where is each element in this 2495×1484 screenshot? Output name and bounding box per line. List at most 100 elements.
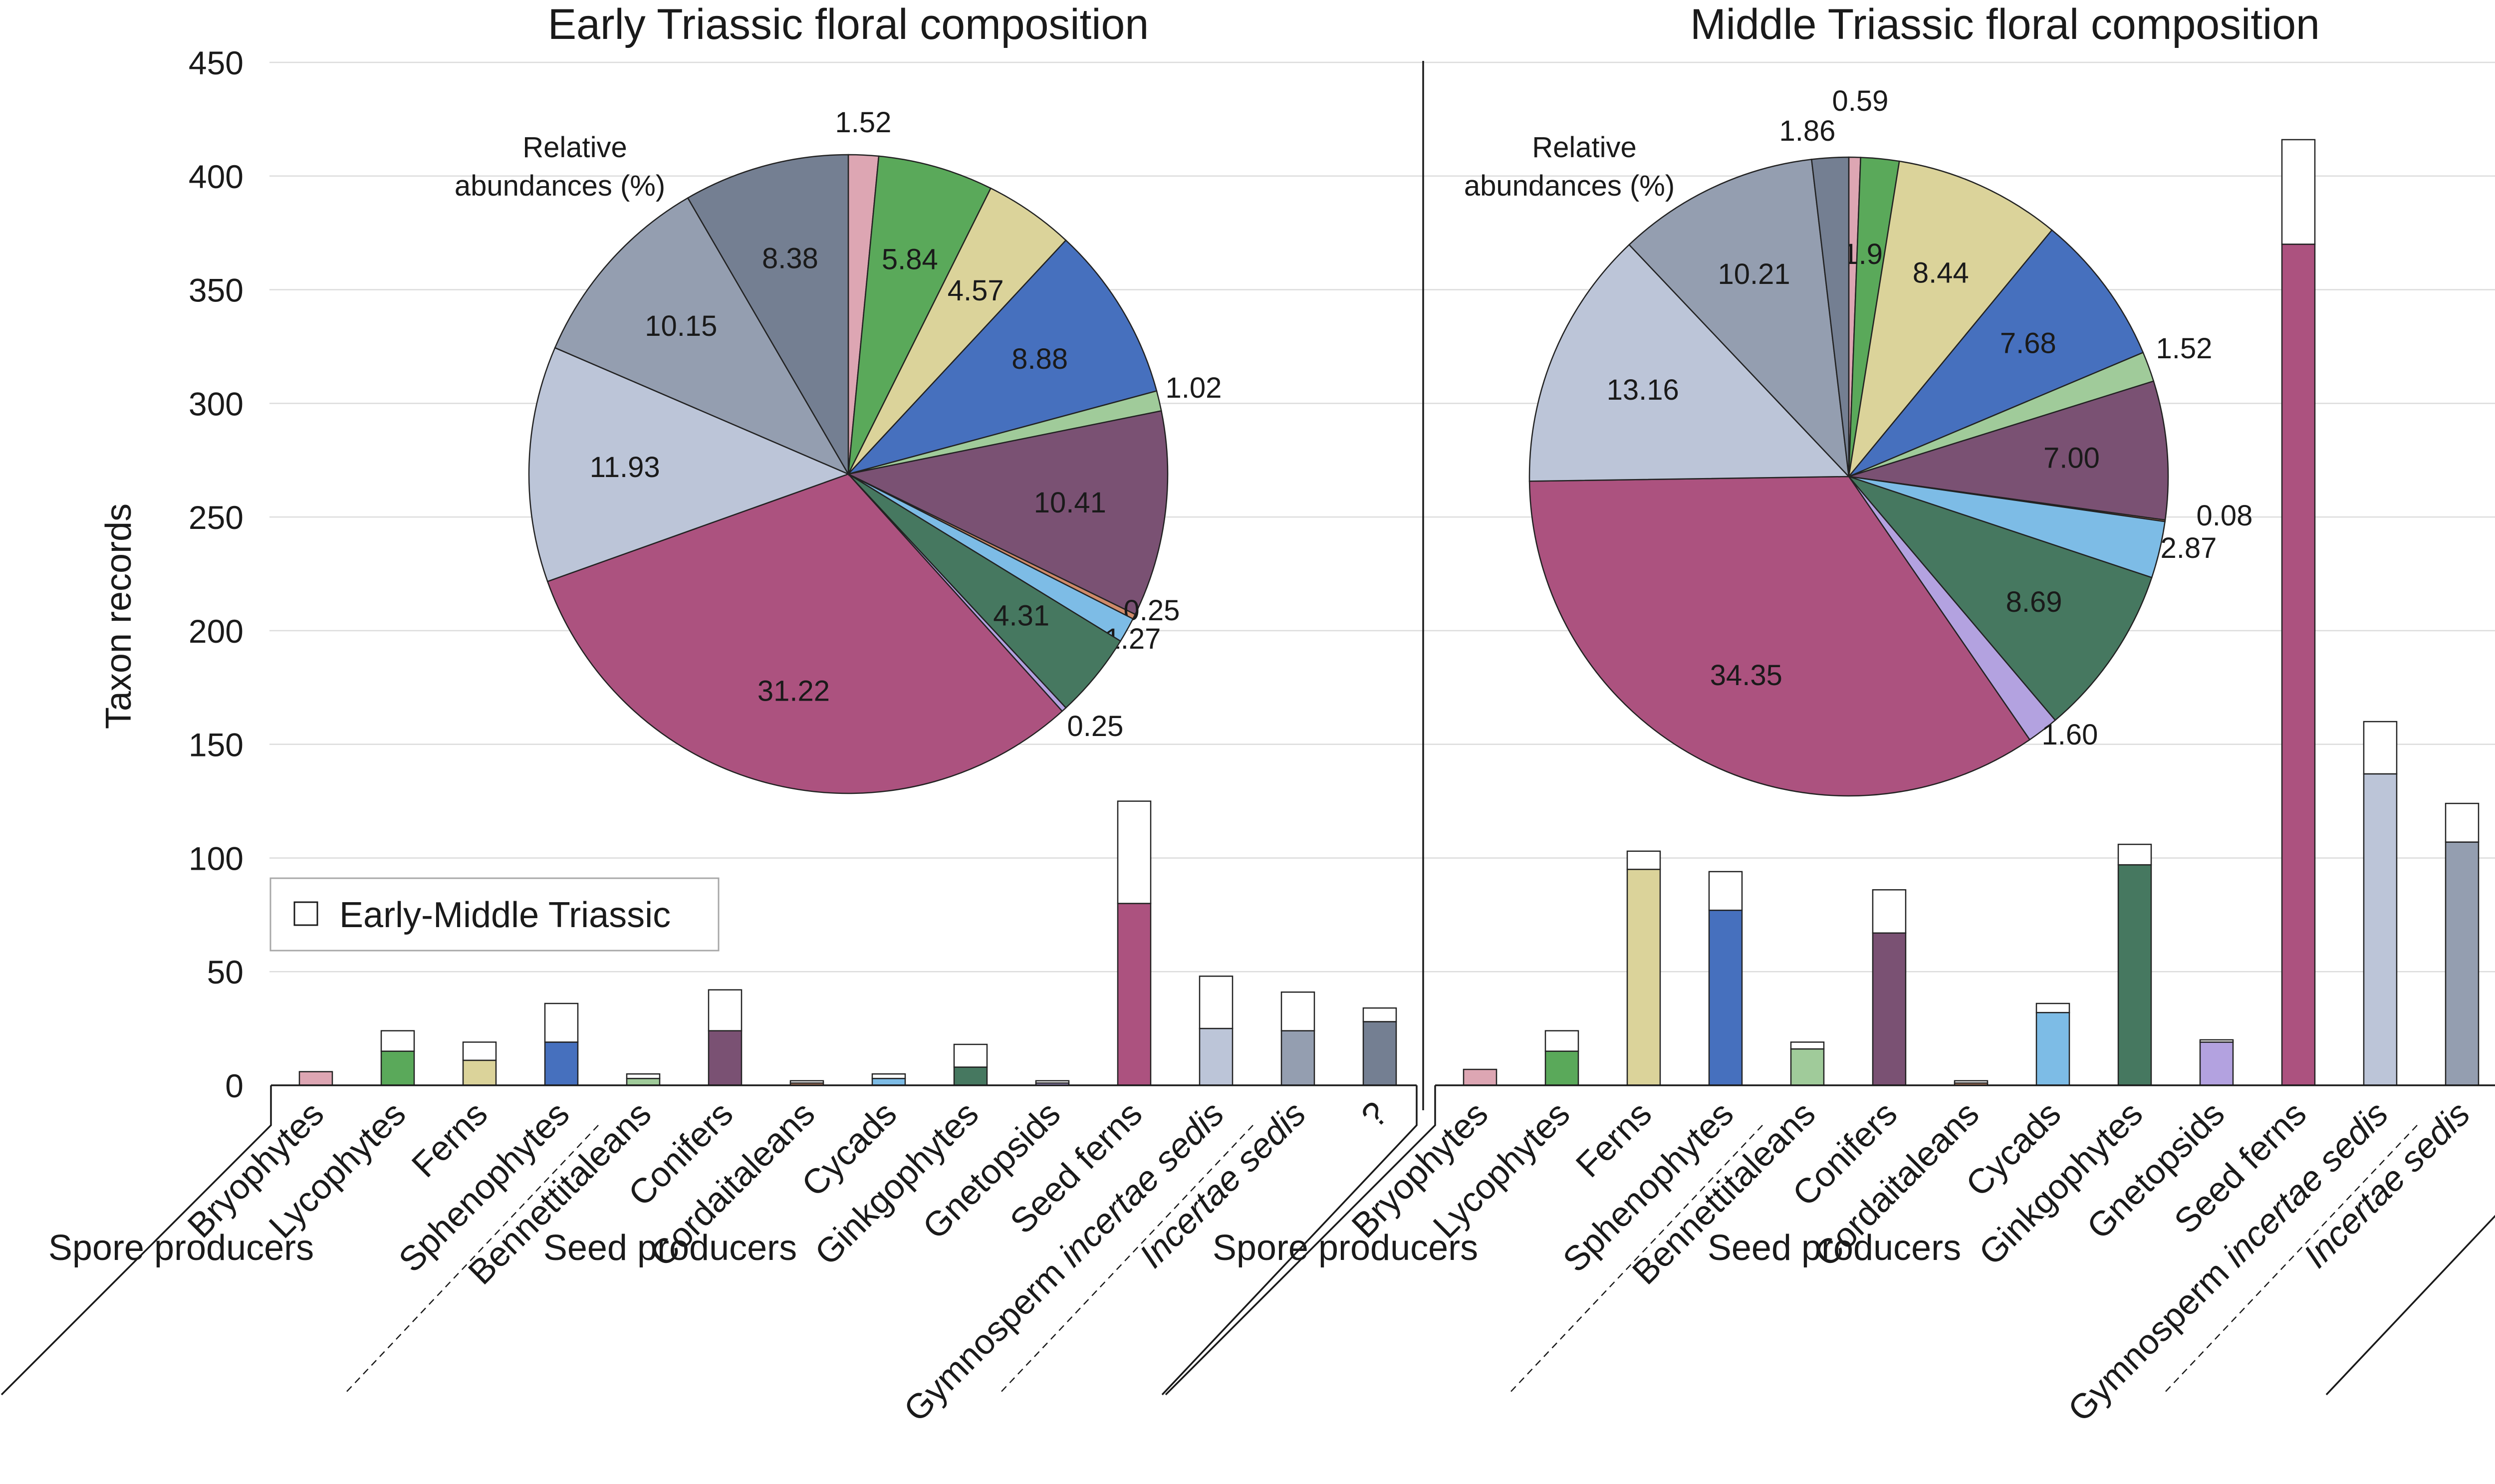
pie-label-incertae-sedis-panel2: 10.21	[1718, 258, 1790, 290]
bar-early-middle-gymnosperm-incertae-sedis-panel2	[2363, 721, 2398, 775]
y-tick-label: 400	[189, 158, 244, 195]
bar-bennettitaleans-panel2	[1790, 1048, 1825, 1086]
pie-slice-unknown-panel2	[1810, 156, 1850, 477]
pie-label-bennettitaleans-panel2: 1.52	[2156, 332, 2213, 365]
group-label-spore-producers: Spore producers	[48, 1228, 314, 1268]
bar-early-middle-conifers-panel2	[1872, 889, 1907, 934]
pie-slice-conifers-panel2	[1848, 380, 2169, 521]
y-tick-label: 200	[189, 613, 244, 650]
frame-right-edge	[1161, 1085, 1418, 1396]
y-tick-label: 100	[189, 840, 244, 877]
legend-box	[269, 877, 720, 952]
bar-bennettitaleans-panel1	[626, 1078, 661, 1086]
bar-early-middle-gymnosperm-incertae-sedis-panel1	[1199, 976, 1234, 1029]
bar-early-middle-gnetopsids-panel2	[2199, 1039, 2234, 1043]
pie-label-ferns-panel1: 4.57	[948, 274, 1004, 307]
bar-ferns-panel1	[462, 1059, 497, 1086]
pie-caption-line2-panel1: abundances (%)	[455, 170, 665, 202]
group-label-seed-producers: Seed producers	[543, 1228, 797, 1268]
pie-label-bryophytes-panel2: 0.59	[1832, 85, 1889, 117]
pie-slice-ferns-panel2	[1848, 160, 2053, 479]
pie-label-gymnosperm-incertae-sedis-panel2: 13.16	[1607, 374, 1679, 406]
bar-seed-ferns-panel2	[2281, 244, 2316, 1086]
bar-early-middle-incertae-sedis-panel2	[2445, 802, 2480, 843]
pie-label-seed-ferns-panel2: 34.35	[1710, 659, 1782, 692]
pie-label-unknown-panel1: 8.38	[762, 242, 818, 274]
title-early-triassic: Early Triassic floral composition	[548, 0, 1149, 48]
pie-slice-seed-ferns-panel2	[1528, 476, 2031, 797]
pie-label-ginkgophytes-panel2: 8.69	[2006, 586, 2062, 618]
bar-early-middle-cycads-panel1	[871, 1073, 906, 1079]
y-tick-label: 450	[189, 44, 244, 81]
pie-slice-conifers-panel1	[846, 410, 1169, 615]
pie-charts: 1.525.844.578.881.0210.410.251.274.310.2…	[455, 85, 2253, 797]
bar-early-middle-ginkgophytes-panel2	[2117, 843, 2152, 866]
bar-early-middle-sphenophytes-panel1	[544, 1002, 579, 1043]
bar-early-middle-seed-ferns-panel2	[2281, 139, 2316, 245]
frame-left-edge	[1165, 1085, 1436, 1396]
pie-label-gymnosperm-incertae-sedis-panel1: 11.93	[590, 451, 660, 484]
group-divider	[1507, 1125, 1763, 1395]
pie-slice-ginkgophytes-panel2	[1847, 475, 2153, 722]
pie-label-ferns-panel2: 8.44	[1913, 257, 1969, 289]
bar-early-middle-cordaitaleans-panel1	[789, 1080, 824, 1084]
pie-label-gnetopsids-panel2: 1.60	[2042, 719, 2098, 751]
bar-early-middle-lycophytes-panel2	[1544, 1030, 1579, 1052]
pie-slice-incertae-sedis-panel2	[1628, 158, 1850, 479]
pie-label-seed-ferns-panel1: 31.22	[757, 675, 830, 707]
bar-early-middle-cordaitaleans-panel2	[1954, 1080, 1989, 1084]
pie-label-cordaitaleans-panel2: 0.08	[2197, 499, 2253, 532]
bar-early-middle-sphenophytes-panel2	[1708, 871, 1743, 911]
bar-cycads-panel1	[871, 1078, 906, 1086]
bar-seed-ferns-panel1	[1117, 903, 1152, 1086]
bar-bryophytes-panel1	[298, 1071, 333, 1086]
y-tick-label: 350	[189, 272, 244, 309]
bar-early-middle-lycophytes-panel1	[380, 1030, 415, 1052]
category-label: ?	[1354, 1094, 1395, 1135]
pie-label-lycophytes-panel1: 5.84	[882, 243, 938, 275]
panel-titles: Early Triassic floral composition Middle…	[548, 0, 2320, 48]
bar-gymnosperm-incertae-sedis-panel2	[2363, 773, 2398, 1086]
pie-slice-seed-ferns-panel1	[546, 473, 1063, 794]
frame-left-edge	[0, 1085, 272, 1396]
bar-marks	[298, 139, 2480, 1086]
pie-label-unknown-panel2: 1.86	[1779, 115, 1836, 147]
bar-bryophytes-panel2	[1463, 1068, 1497, 1086]
pie-label-conifers-panel2: 7.00	[2043, 442, 2100, 475]
bar-sphenophytes-panel1	[544, 1041, 579, 1086]
title-middle-triassic: Middle Triassic floral composition	[1690, 0, 2320, 48]
pie-slice-sphenophytes-panel1	[846, 239, 1158, 476]
pie-slice-ferns-panel1	[847, 187, 1067, 475]
bar-early-middle-seed-ferns-panel1	[1117, 800, 1152, 904]
pie-slice-lycophytes-panel1	[847, 155, 992, 475]
pie-slice-unknown-panel1	[687, 154, 849, 477]
bar-conifers-panel2	[1872, 932, 1907, 1086]
y-axis-label: Taxon records	[99, 503, 139, 729]
y-tick-label: 300	[189, 385, 244, 422]
bar-early-middle-bennettitaleans-panel1	[626, 1073, 661, 1079]
pie-caption-line1-panel2: Relative	[1532, 131, 1637, 164]
bar-lycophytes-panel2	[1544, 1050, 1579, 1086]
bar-ferns-panel2	[1626, 868, 1661, 1086]
bar-lycophytes-panel1	[380, 1050, 415, 1086]
pie-label-incertae-sedis-panel1: 10.15	[645, 310, 717, 342]
group-divider	[343, 1125, 599, 1395]
bar-incertae-sedis-panel1	[1280, 1030, 1315, 1086]
bar-gnetopsids-panel2	[2199, 1041, 2234, 1086]
legend-label: Early-Middle Triassic	[339, 895, 671, 935]
bar-ginkgophytes-panel1	[953, 1066, 988, 1086]
pie-slice-gymnosperm-incertae-sedis-panel2	[1528, 244, 1850, 482]
y-tick-label: 50	[207, 954, 244, 990]
bar-unknown-panel1	[1362, 1021, 1397, 1086]
pie-caption-line1-panel1: Relative	[522, 131, 627, 164]
bar-incertae-sedis-panel2	[2445, 841, 2480, 1086]
bar-early-middle-conifers-panel1	[708, 989, 743, 1031]
bar-early-middle-ferns-panel1	[462, 1041, 497, 1061]
bar-early-middle-bennettitaleans-panel2	[1790, 1041, 1825, 1050]
bar-early-middle-gnetopsids-panel1	[1035, 1080, 1070, 1084]
pie-label-bennettitaleans-panel1: 1.02	[1166, 372, 1222, 404]
pie-slice-incertae-sedis-panel1	[554, 197, 850, 476]
pie-slice-gymnosperm-incertae-sedis-panel1	[528, 347, 850, 582]
bar-ginkgophytes-panel2	[2117, 864, 2152, 1086]
